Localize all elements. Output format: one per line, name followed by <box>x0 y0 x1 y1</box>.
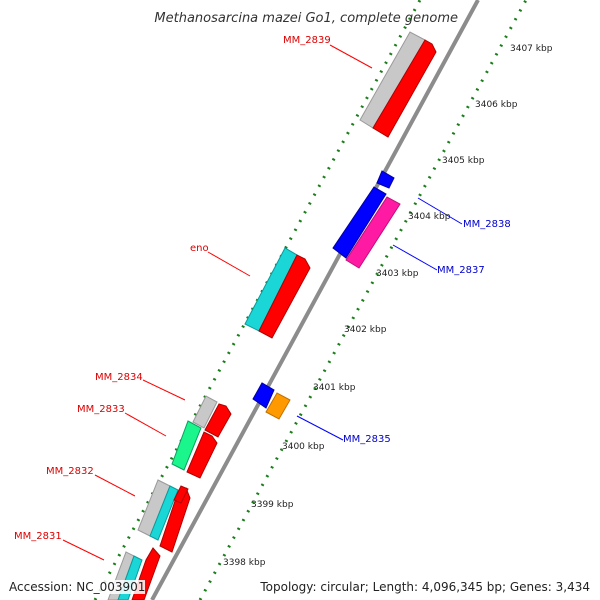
gene-MM_2838-blue-arrow[interactable] <box>376 170 395 189</box>
kbp-label: 3406 kbp <box>475 100 518 110</box>
kbp-label: 3400 kbp <box>282 442 325 452</box>
gene-MM_2835-orange-block[interactable] <box>265 392 291 420</box>
leader-MM_2832 <box>94 474 136 497</box>
gene-label-MM_2839[interactable]: MM_2839 <box>283 35 331 46</box>
genome-backbone <box>150 0 480 600</box>
gene-MM_2838-blue-block[interactable] <box>332 186 387 259</box>
gene-MM_2837-magenta-block[interactable] <box>345 196 401 269</box>
kbp-label: 3407 kbp <box>510 44 553 54</box>
leader-eno <box>207 251 251 277</box>
gene-label-MM_2835[interactable]: MM_2835 <box>343 434 391 445</box>
gene-label-MM_2831[interactable]: MM_2831 <box>14 531 62 542</box>
leader-MM_2833 <box>124 412 167 437</box>
gene-MM_2832-red-arrow[interactable] <box>159 487 191 553</box>
leader-MM_2835 <box>296 415 344 441</box>
kbp-label: 3401 kbp <box>313 383 356 393</box>
gene-MM_2832-red-small[interactable] <box>173 485 189 504</box>
topology-label: Topology: circular; Length: 4,096,345 bp… <box>260 580 590 594</box>
gene-label-MM_2834[interactable]: MM_2834 <box>95 372 143 383</box>
gene-MM_2833-red-arrow[interactable] <box>186 431 218 479</box>
gene-eno-red-arrow[interactable] <box>258 254 311 339</box>
kbp-label: 3405 kbp <box>442 156 485 166</box>
accession-label: Accession: NC_003901 <box>9 580 146 594</box>
gene-MM_2833-green-block[interactable] <box>171 420 202 471</box>
gene-MM_2834-gray-block[interactable] <box>192 395 218 429</box>
gene-label-MM_2837[interactable]: MM_2837 <box>437 265 485 276</box>
inner-tick-track <box>198 0 528 600</box>
gene-label-MM_2833[interactable]: MM_2833 <box>77 404 125 415</box>
leader-MM_2839 <box>329 44 373 69</box>
leader-MM_2831 <box>62 539 105 561</box>
leader-MM_2838 <box>417 197 463 225</box>
gene-MM_2834-red-arrow[interactable] <box>204 403 232 438</box>
gene-label-MM_2832[interactable]: MM_2832 <box>46 466 94 477</box>
map-title: Methanosarcina mazei Go1, complete genom… <box>154 11 458 26</box>
kbp-label: 3398 kbp <box>223 558 266 568</box>
kbp-label: 3402 kbp <box>344 325 387 335</box>
gene-MM_2839-red-arrow[interactable] <box>372 39 437 138</box>
leader-MM_2834 <box>142 379 186 401</box>
kbp-label: 3403 kbp <box>376 269 419 279</box>
gene-MM_2835-blue-arrow[interactable] <box>252 382 275 409</box>
kbp-label: 3399 kbp <box>251 500 294 510</box>
leader-MM_2837 <box>392 244 438 271</box>
gene-MM_2832-cyan-block[interactable] <box>149 485 179 541</box>
gene-label-eno[interactable]: eno <box>190 243 209 254</box>
gene-label-MM_2838[interactable]: MM_2838 <box>463 219 511 230</box>
kbp-label: 3404 kbp <box>408 212 451 222</box>
